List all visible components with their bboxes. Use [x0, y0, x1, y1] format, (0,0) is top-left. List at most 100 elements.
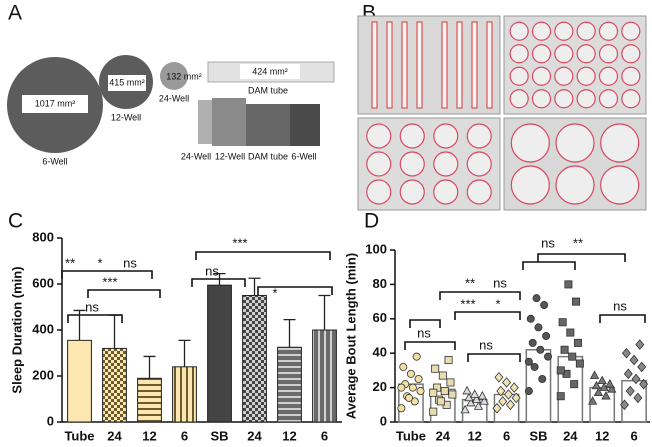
data-point [446, 378, 455, 387]
well [621, 21, 641, 41]
significance-bracket [439, 291, 521, 300]
well [509, 89, 529, 109]
data-point [436, 397, 445, 406]
significance-label: *** [460, 296, 475, 311]
well-24 [160, 62, 188, 90]
data-point [509, 382, 519, 393]
well [598, 44, 619, 64]
well [531, 66, 552, 86]
data-point [460, 404, 470, 414]
x-tick-label: 12 [282, 428, 296, 443]
significance-label: ns [123, 255, 137, 270]
data-point [572, 297, 581, 306]
well [366, 179, 392, 205]
well [576, 21, 596, 41]
overlap-12 [212, 98, 246, 146]
significance-label: ns [479, 337, 493, 352]
photo-tubes [357, 15, 501, 115]
data-point [496, 385, 506, 397]
significance-bracket [404, 341, 456, 350]
x-tick-label: 6 [181, 428, 188, 443]
well [509, 21, 529, 41]
well [621, 89, 641, 109]
bar [312, 329, 337, 423]
y-tick-label: 60 [373, 310, 387, 325]
well [554, 21, 574, 41]
data-point [534, 323, 543, 332]
label-box [22, 95, 88, 113]
data-point [639, 378, 649, 390]
well [399, 179, 425, 205]
significance-label: ns [205, 263, 219, 278]
well [510, 123, 550, 163]
significance-label: ns [417, 325, 431, 340]
data-point [470, 389, 480, 398]
data-point [566, 328, 575, 337]
well [598, 66, 619, 86]
well [509, 44, 529, 64]
panel-letter: A [8, 2, 22, 25]
data-point [532, 294, 541, 303]
area-label: 132 mm² [166, 71, 202, 81]
significance-label: * [97, 255, 102, 270]
data-point [631, 373, 641, 385]
data-point [397, 383, 406, 392]
y-tick-label: 20 [373, 379, 387, 394]
data-point [564, 280, 573, 289]
panel-letter: C [8, 210, 23, 233]
data-point [462, 385, 472, 395]
significance-label: * [495, 296, 500, 311]
significance-label: ns [85, 299, 99, 314]
y-tick-label: 40 [373, 345, 387, 360]
bar [137, 377, 162, 423]
panel-letter: D [364, 210, 379, 233]
y-tick-label: 100 [365, 241, 387, 256]
overlap-6 [290, 104, 320, 146]
tube [471, 21, 478, 109]
tube [441, 21, 448, 109]
y-tick-label: 400 [32, 321, 54, 336]
bar [67, 339, 92, 423]
data-point [431, 364, 440, 373]
significance-bracket [537, 253, 626, 262]
data-point [587, 396, 598, 405]
tube [371, 21, 378, 109]
overlap-24 [198, 100, 212, 144]
overlap-name: 6-Well [291, 151, 316, 161]
significance-bracket [67, 314, 123, 323]
y-axis-label: Average Bout Length (min) [343, 253, 358, 419]
y-axis-label: Sleep Duration (min) [9, 266, 24, 393]
well [433, 151, 459, 177]
data-point [444, 356, 453, 365]
data-point [405, 393, 414, 402]
significance-bracket [409, 319, 441, 328]
error-bar [108, 314, 121, 349]
data-point [556, 392, 565, 401]
well [576, 89, 596, 109]
well [466, 123, 492, 149]
significance-label: *** [102, 274, 117, 289]
data-point [538, 374, 547, 383]
data-point [591, 380, 602, 390]
significance-label: ** [65, 255, 75, 270]
well [466, 179, 492, 205]
well [554, 66, 574, 86]
area-label: 415 mm² [109, 77, 145, 87]
data-point [605, 379, 615, 388]
significance-bracket [191, 278, 246, 287]
data-point [635, 339, 645, 350]
data-point [397, 404, 406, 413]
significance-bracket [599, 314, 646, 323]
data-point [601, 391, 611, 400]
significance-label: * [272, 285, 277, 300]
panel-a: A 1017 mm² 415 mm² 132 mm² 424 mm² 6-Wel… [7, 2, 335, 166]
significance-bracket [467, 353, 521, 362]
well [598, 89, 619, 109]
significance-label: *** [232, 235, 247, 250]
data-point [414, 374, 423, 383]
overlap-name: 12-Well [215, 151, 245, 161]
data-point [568, 352, 577, 361]
bar [207, 284, 232, 423]
data-point [597, 375, 607, 384]
y-tick-label: 600 [32, 275, 54, 290]
